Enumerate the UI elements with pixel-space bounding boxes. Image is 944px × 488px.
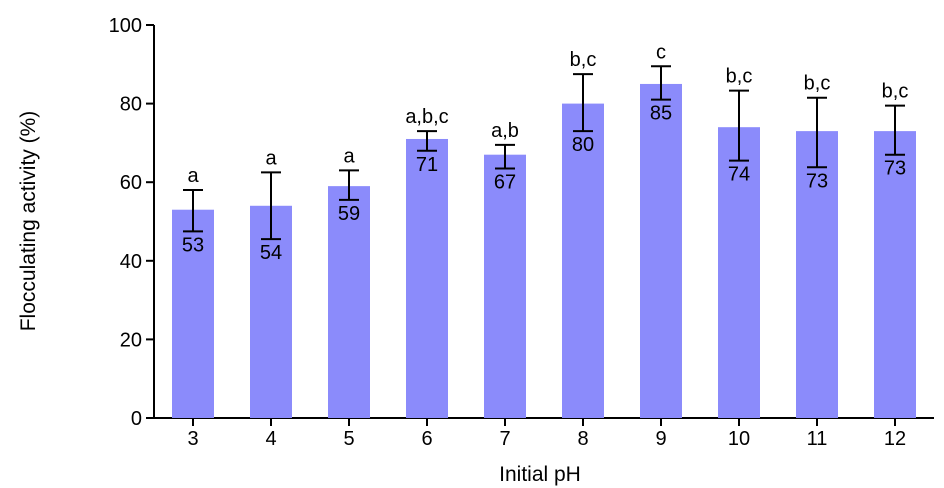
x-tick-label: 7 — [499, 428, 510, 450]
data-label: 85 — [650, 103, 672, 125]
data-label: 80 — [572, 134, 594, 156]
data-label: 73 — [806, 170, 828, 192]
y-tick-label: 20 — [120, 329, 142, 351]
bar — [484, 154, 526, 418]
significance-label: a,b — [491, 120, 519, 142]
x-tick-label: 8 — [577, 428, 588, 450]
y-tick-label: 100 — [109, 15, 142, 37]
data-label: 73 — [884, 158, 906, 180]
data-label: 74 — [728, 164, 750, 186]
significance-label: b,c — [882, 81, 909, 103]
x-tick-label: 4 — [265, 428, 276, 450]
significance-label: a,b,c — [405, 106, 448, 128]
bar — [562, 103, 604, 418]
x-axis: 3 4 5 6 7 8 9 10 11 12 — [153, 417, 934, 450]
significance-label: b,c — [570, 49, 597, 71]
x-tick-label: 12 — [884, 428, 906, 450]
significance-label: c — [656, 41, 666, 63]
x-axis-title: Initial pH — [499, 463, 581, 486]
x-tick-label: 3 — [187, 428, 198, 450]
significance-label: a — [343, 145, 355, 167]
data-label: 53 — [182, 234, 204, 256]
bar — [172, 209, 214, 418]
bar — [874, 131, 916, 419]
y-axis-title: Flocculating activity (%) — [17, 111, 40, 332]
data-label: 54 — [260, 242, 282, 264]
bar — [640, 83, 682, 418]
y-axis: 0 20 40 60 80 100 — [109, 15, 155, 430]
x-tick-label: 5 — [343, 428, 354, 450]
bars — [172, 83, 916, 419]
significance-label: b,c — [804, 73, 831, 95]
bar — [406, 138, 448, 418]
data-labels: 53 a 54 a 59 a 71 a,b,c 67 a,b 80 b,c 85 c 74 b,c 73 b,c 7… — [182, 41, 908, 264]
y-tick-label: 60 — [120, 172, 142, 194]
data-label: 67 — [494, 171, 516, 193]
significance-label: b,c — [726, 66, 753, 88]
y-tick-label: 40 — [120, 251, 142, 273]
x-tick-label: 9 — [655, 428, 666, 450]
bar — [328, 186, 370, 418]
significance-label: a — [187, 165, 199, 187]
error-bars — [183, 65, 905, 241]
data-label: 59 — [338, 203, 360, 225]
significance-label: a — [265, 147, 277, 169]
bar — [796, 131, 838, 419]
bar — [718, 127, 760, 419]
y-tick-label: 80 — [120, 94, 142, 116]
x-tick-label: 10 — [728, 428, 750, 450]
x-tick-label: 11 — [807, 428, 828, 450]
y-tick-label: 0 — [131, 408, 142, 430]
x-tick-label: 6 — [421, 428, 432, 450]
bar — [250, 205, 292, 418]
data-label: 71 — [416, 154, 438, 176]
